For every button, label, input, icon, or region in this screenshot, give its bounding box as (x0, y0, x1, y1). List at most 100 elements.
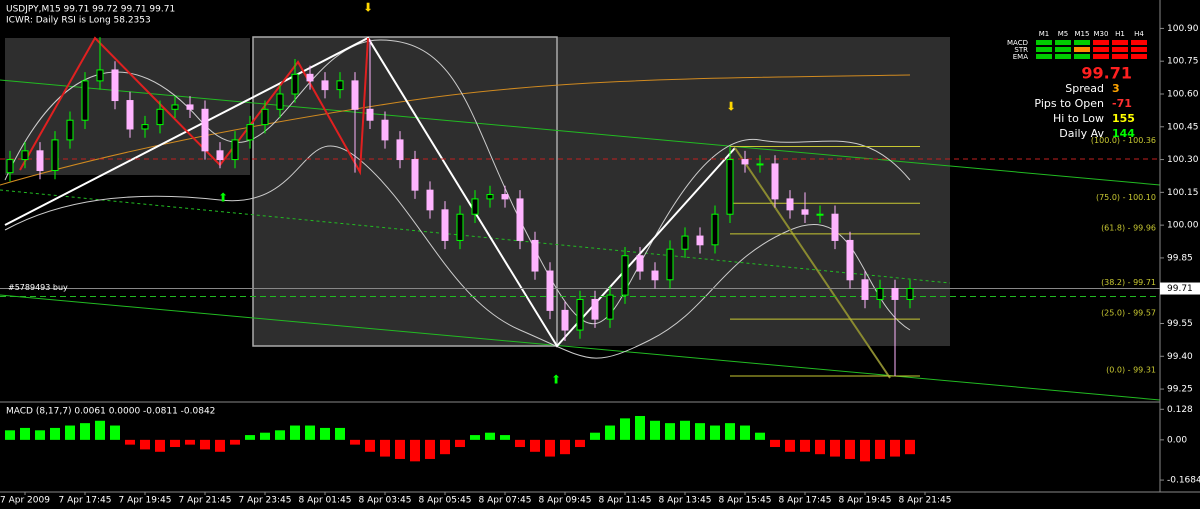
histogram-bar (305, 425, 315, 440)
y-tick-label: 100.15 (1167, 188, 1199, 198)
histogram-bar (530, 439, 540, 452)
candle-body (201, 108, 209, 152)
histogram-bar (80, 423, 90, 440)
signal-cell (1036, 47, 1052, 52)
candle-body (591, 298, 599, 320)
candle-body (861, 279, 869, 300)
histogram-bar (650, 420, 660, 440)
x-tick-label: 8 Apr 21:45 (899, 496, 952, 506)
fib-label: (38.2) - 99.71 (1101, 278, 1156, 287)
timeframe-label: H1 (1115, 30, 1125, 38)
moving-average (0, 74, 911, 186)
histogram-bar (185, 439, 195, 445)
signal-cell (1131, 40, 1147, 45)
fib-trend (734, 147, 891, 379)
histogram-bar (170, 439, 180, 448)
y-tick-label: 99.40 (1167, 352, 1193, 362)
signal-cell (1036, 54, 1052, 59)
candle-body (906, 288, 914, 300)
fib-label: (0.0) - 99.31 (1106, 365, 1156, 374)
candle-body (621, 255, 629, 296)
candle-body (441, 209, 449, 241)
bollinger-band (4, 39, 911, 325)
y-tick-label: 100.45 (1167, 122, 1199, 132)
candle-body (6, 159, 14, 174)
candle-body (396, 139, 404, 161)
fib-label: (100.0) - 100.36 (1091, 136, 1156, 145)
candle-body (801, 209, 809, 215)
histogram-bar (725, 423, 735, 440)
y-tick-label: 100.30 (1167, 155, 1199, 165)
histogram-bar (890, 439, 900, 457)
histogram-bar (335, 427, 345, 440)
candle-body (156, 108, 164, 126)
y-tick-label: -0.1684 (1167, 476, 1200, 486)
price-tag (1160, 282, 1200, 295)
y-tick-label: 100.75 (1167, 57, 1199, 67)
x-tick-label: 7 Apr 2009 (0, 496, 50, 506)
histogram-bar (635, 415, 645, 440)
stat-label: Daily Av (1059, 127, 1104, 140)
histogram-bar (155, 439, 165, 452)
histogram-bar (65, 425, 75, 440)
histogram-bar (50, 427, 60, 440)
candle-body (846, 239, 854, 281)
histogram-bar (695, 423, 705, 440)
candle-body (681, 235, 689, 250)
candle-body (291, 73, 299, 95)
signal-cell (1093, 47, 1109, 52)
candle-body (501, 194, 509, 200)
chart-title: USDJPY,M15 99.71 99.72 99.71 99.71 (6, 5, 175, 15)
y-tick-label: 100.90 (1167, 24, 1199, 34)
candle-body (96, 69, 104, 82)
histogram-bar (20, 427, 30, 440)
stat-label: Spread (1065, 82, 1104, 95)
candle-body (276, 93, 284, 110)
signal-arrow: ⬆ (218, 191, 228, 205)
candle-body (471, 198, 479, 215)
histogram-bar (800, 439, 810, 452)
timeframe-label: M5 (1058, 30, 1069, 38)
histogram-bar (380, 439, 390, 457)
panel-price: 99.71 (1081, 64, 1132, 83)
signal-cell (1112, 40, 1128, 45)
candle-body (36, 150, 44, 171)
signal-cell (1036, 40, 1052, 45)
candle-body (216, 150, 224, 161)
histogram-bar (500, 435, 510, 440)
fib-label: (75.0) - 100.10 (1096, 193, 1156, 202)
candle-body (366, 108, 374, 121)
y-tick-label: 99.25 (1167, 385, 1193, 395)
candle-body (786, 198, 794, 211)
signal-cell (1074, 40, 1090, 45)
histogram-bar (620, 418, 630, 440)
signal-cell (1055, 40, 1071, 45)
histogram-bar (95, 420, 105, 440)
histogram-bar (365, 439, 375, 452)
candle-body (231, 139, 239, 161)
y-tick-label: 100.00 (1167, 221, 1199, 231)
signal-cell (1055, 47, 1071, 52)
signal-label: MACD (1007, 39, 1028, 47)
signal-label: EMA (1013, 53, 1028, 61)
candle-body (666, 248, 674, 281)
stat-value: -71 (1112, 97, 1132, 110)
candle-body (726, 159, 734, 215)
histogram-bar (770, 439, 780, 448)
candle-body (891, 288, 899, 300)
histogram-bar (875, 439, 885, 459)
histogram-bar (215, 439, 225, 452)
stat-value: 3 (1112, 82, 1120, 95)
signal-cell (1093, 54, 1109, 59)
histogram-bar (35, 430, 45, 440)
histogram-bar (395, 439, 405, 459)
candle-body (606, 294, 614, 320)
stat-label: Hi to Low (1053, 112, 1104, 125)
x-tick-label: 8 Apr 15:45 (719, 496, 772, 506)
candle-body (741, 159, 749, 165)
signal-cell (1131, 54, 1147, 59)
histogram-bar (425, 439, 435, 459)
candle-body (456, 213, 464, 241)
zigzag (19, 36, 369, 176)
